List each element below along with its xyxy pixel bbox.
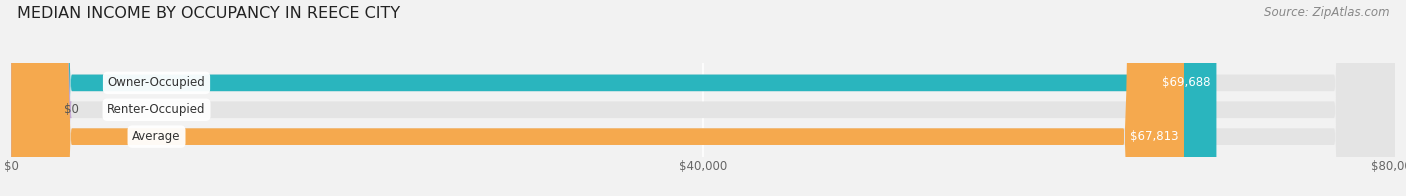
Text: Owner-Occupied: Owner-Occupied xyxy=(108,76,205,89)
Text: Renter-Occupied: Renter-Occupied xyxy=(107,103,205,116)
FancyBboxPatch shape xyxy=(0,0,72,196)
Text: MEDIAN INCOME BY OCCUPANCY IN REECE CITY: MEDIAN INCOME BY OCCUPANCY IN REECE CITY xyxy=(17,6,399,21)
FancyBboxPatch shape xyxy=(11,0,1395,196)
Text: Source: ZipAtlas.com: Source: ZipAtlas.com xyxy=(1264,6,1389,19)
Text: $67,813: $67,813 xyxy=(1130,130,1178,143)
FancyBboxPatch shape xyxy=(11,0,1184,196)
FancyBboxPatch shape xyxy=(11,0,1395,196)
Text: $69,688: $69,688 xyxy=(1163,76,1211,89)
Text: $0: $0 xyxy=(63,103,79,116)
FancyBboxPatch shape xyxy=(11,0,1216,196)
FancyBboxPatch shape xyxy=(11,0,1395,196)
Text: Average: Average xyxy=(132,130,181,143)
